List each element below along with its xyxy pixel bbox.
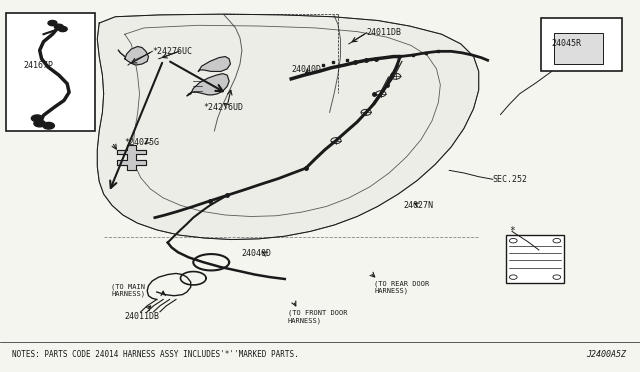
Text: (TO FRONT DOOR
HARNESS): (TO FRONT DOOR HARNESS) [288,310,348,324]
Text: (TO REAR DOOR
HARNESS): (TO REAR DOOR HARNESS) [374,280,429,294]
Bar [6,13,95,131]
Polygon shape [97,14,479,240]
Text: 24011DB: 24011DB [125,312,160,321]
Circle shape [54,24,63,29]
Bar [541,18,622,71]
Text: *24276UD: *24276UD [204,103,244,112]
Polygon shape [187,74,229,96]
Circle shape [48,20,57,26]
Text: SEC.252: SEC.252 [493,175,528,184]
Text: 24045R: 24045R [552,39,582,48]
Text: 24040D: 24040D [291,65,321,74]
Bar [554,33,603,64]
Text: 24011DB: 24011DB [367,28,402,37]
Polygon shape [125,46,148,65]
Polygon shape [117,145,146,170]
Polygon shape [198,57,230,71]
Text: *: * [509,227,515,236]
Circle shape [58,26,67,32]
Circle shape [31,115,43,122]
Text: J2400A5Z: J2400A5Z [586,350,626,359]
Circle shape [34,120,45,127]
Text: (TO MAIN
HARNESS): (TO MAIN HARNESS) [111,283,145,297]
Text: 24167P: 24167P [24,61,54,70]
Text: 24040D: 24040D [242,249,272,258]
Bar [506,235,564,283]
Text: NOTES: PARTS CODE 24014 HARNESS ASSY INCLUDES'*''MARKED PARTS.: NOTES: PARTS CODE 24014 HARNESS ASSY INC… [12,350,298,359]
Text: *24075G: *24075G [125,138,160,147]
Circle shape [43,122,54,129]
Text: *24276UC: *24276UC [152,47,192,56]
Text: 24027N: 24027N [403,201,433,210]
